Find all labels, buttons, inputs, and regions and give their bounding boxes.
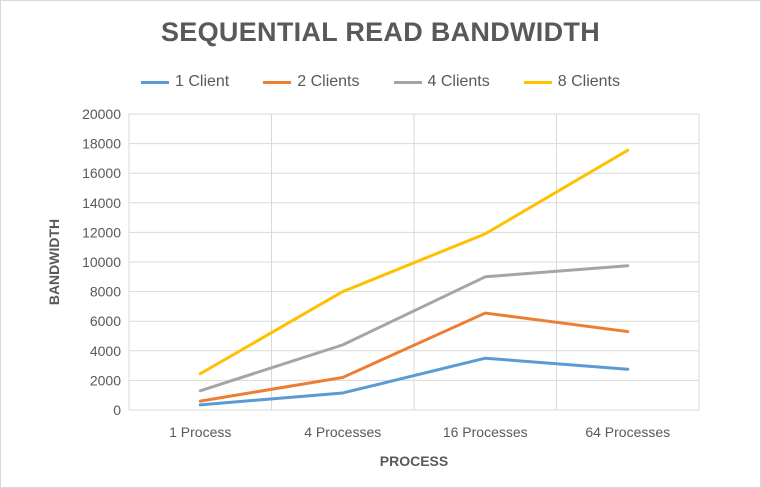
y-tick-label: 18000 bbox=[82, 136, 121, 152]
series-line-3 bbox=[198, 264, 630, 393]
y-axis-title: BANDWIDTH bbox=[46, 219, 62, 305]
y-tick-label: 0 bbox=[113, 402, 121, 418]
legend-item-series-3: 4 Clients bbox=[393, 73, 490, 91]
x-axis-title: PROCESS bbox=[380, 453, 448, 469]
legend-label-series-2: 2 Clients bbox=[297, 73, 360, 90]
y-tick-label: 14000 bbox=[82, 195, 121, 211]
series-line-4 bbox=[198, 148, 630, 376]
legend-item-series-1: 1 Client bbox=[141, 73, 229, 91]
y-tick-label: 10000 bbox=[82, 254, 121, 270]
legend-label-series-4: 8 Clients bbox=[557, 73, 620, 90]
y-tick-label: 20000 bbox=[82, 106, 121, 122]
legend-item-series-4: 8 Clients bbox=[523, 73, 620, 91]
y-axis-ticks: 0 2000 4000 6000 8000 10000 12000 14000 16000 180… bbox=[82, 106, 121, 418]
y-tick-label: 4000 bbox=[90, 343, 121, 359]
series-line-2 bbox=[198, 311, 630, 403]
chart-title: SEQUENTIAL READ BANDWIDTH bbox=[161, 17, 600, 47]
y-tick-label: 2000 bbox=[90, 372, 121, 388]
legend-label-series-3: 4 Clients bbox=[427, 73, 490, 90]
legend-swatch-series-3 bbox=[393, 80, 422, 84]
legend-swatch-series-2 bbox=[263, 80, 292, 84]
x-tick-label: 4 Processes bbox=[304, 424, 381, 440]
legend-item-series-2: 2 Clients bbox=[263, 73, 360, 91]
legend-label-series-1: 1 Client bbox=[175, 73, 230, 90]
x-axis-ticks: 1 Process 4 Processes 16 Processes 64 Proce… bbox=[169, 424, 670, 440]
legend-swatch-series-1 bbox=[141, 80, 169, 84]
x-tick-label: 16 Processes bbox=[443, 424, 528, 440]
y-tick-label: 8000 bbox=[90, 284, 121, 300]
y-tick-label: 16000 bbox=[82, 165, 121, 181]
series-lines bbox=[198, 148, 630, 407]
y-tick-label: 12000 bbox=[82, 224, 121, 240]
y-tick-label: 6000 bbox=[90, 313, 121, 329]
series-line-1 bbox=[198, 356, 630, 407]
x-tick-label: 64 Processes bbox=[585, 424, 670, 440]
x-tick-label: 1 Process bbox=[169, 424, 231, 440]
chart-legend: 1 Client 2 Clients 4 Clients 8 Clients bbox=[1, 73, 760, 91]
legend-swatch-series-4 bbox=[523, 80, 552, 84]
